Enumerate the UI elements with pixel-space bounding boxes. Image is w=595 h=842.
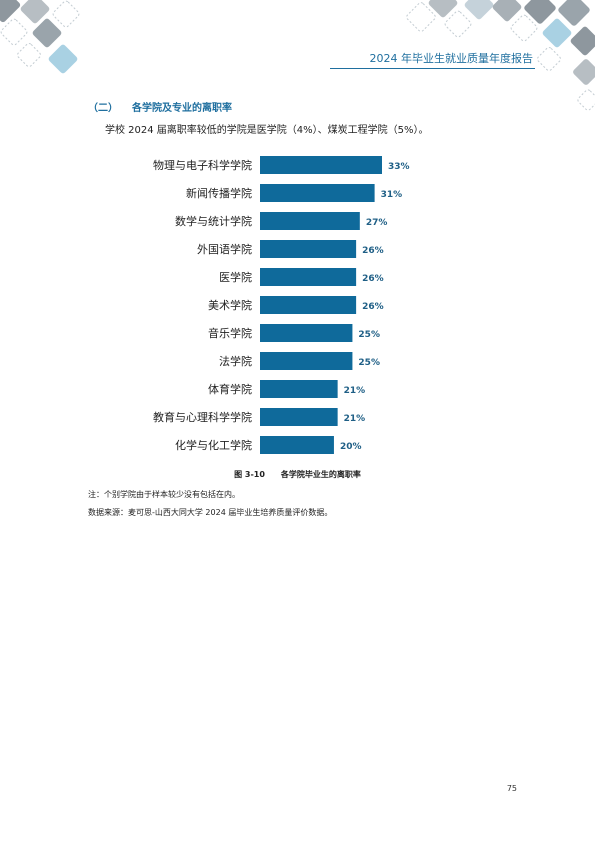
bar xyxy=(260,296,357,314)
bar xyxy=(260,436,334,454)
category-label: 教育与心理科学学院 xyxy=(153,410,252,424)
category-label: 音乐学院 xyxy=(208,326,252,340)
value-label: 25% xyxy=(358,358,380,368)
intro-paragraph: 学校 2024 届离职率较低的学院是医学院（4%）、煤炭工程学院（5%）。 xyxy=(105,125,429,136)
category-label: 法学院 xyxy=(219,354,252,368)
footnote-data-source: 数据来源：麦可思-山西大同大学 2024 届毕业生培养质量评价数据。 xyxy=(88,508,333,517)
bar xyxy=(260,380,338,398)
value-label: 26% xyxy=(362,274,384,284)
category-label: 新闻传播学院 xyxy=(186,186,252,200)
category-label: 物理与电子科学学院 xyxy=(153,158,252,172)
value-label: 26% xyxy=(362,246,384,256)
value-label: 26% xyxy=(362,302,384,312)
category-label: 美术学院 xyxy=(208,298,252,312)
category-label: 医学院 xyxy=(219,270,252,284)
value-label: 20% xyxy=(340,442,362,452)
value-label: 21% xyxy=(344,414,366,424)
value-label: 25% xyxy=(358,330,380,340)
section-title: 各学院及专业的离职率 xyxy=(132,103,232,114)
bar xyxy=(260,408,338,426)
value-label: 27% xyxy=(366,218,388,228)
section-number: （二） xyxy=(88,103,118,114)
footnote-sample-size: 注：个别学院由于样本较少没有包括在内。 xyxy=(88,490,240,499)
section-heading: （二） 各学院及专业的离职率 xyxy=(88,99,232,114)
bar xyxy=(260,184,375,202)
figure-caption-text: 各学院毕业生的离职率 xyxy=(280,470,361,479)
top-left-tiles xyxy=(0,0,80,74)
bar xyxy=(260,352,353,370)
category-label: 外国语学院 xyxy=(197,242,252,256)
bar xyxy=(260,156,382,174)
bar xyxy=(260,268,357,286)
figure-caption: 图 3-10 各学院毕业生的离职率 xyxy=(0,469,595,480)
value-label: 31% xyxy=(381,190,403,200)
category-label: 数学与统计学院 xyxy=(175,214,252,228)
bar xyxy=(260,240,357,258)
bar xyxy=(260,212,360,230)
value-label: 33% xyxy=(388,162,410,172)
bar xyxy=(260,324,353,342)
header-divider xyxy=(330,68,535,69)
page-number: 75 xyxy=(506,784,517,793)
category-label: 化学与化工学院 xyxy=(175,438,252,452)
turnover-rate-bar-chart: 物理与电子科学学院 33% 新闻传播学院 31% 数学与统计学院 27% 外国语学院 26% 医… xyxy=(153,156,410,454)
value-label: 21% xyxy=(344,386,366,396)
category-label: 体育学院 xyxy=(208,382,252,396)
figure-number: 图 3-10 xyxy=(234,470,265,479)
report-header-title: 2024 年毕业生就业质量年度报告 xyxy=(369,52,534,65)
